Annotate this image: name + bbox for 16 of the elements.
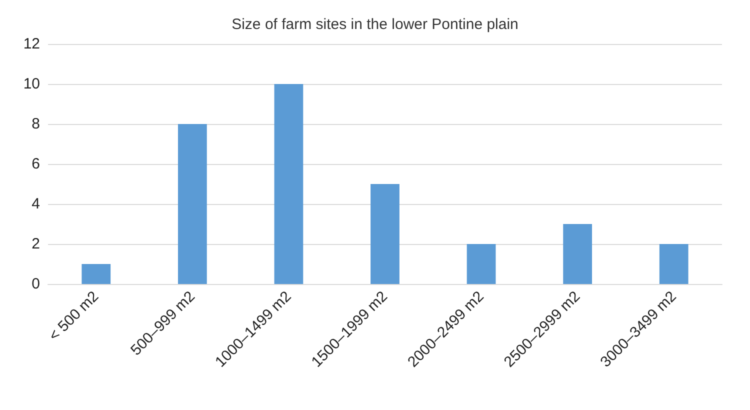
- bar: [466, 244, 496, 284]
- bar: [82, 264, 111, 284]
- y-tick-label: 10: [23, 76, 40, 92]
- y-tick-label: 6: [32, 156, 40, 172]
- y-tick-label: 8: [32, 116, 40, 132]
- bar: [659, 244, 688, 284]
- bar: [178, 124, 207, 284]
- y-tick-label: 12: [23, 36, 40, 52]
- y-tick-label: 0: [32, 276, 40, 292]
- bar: [274, 84, 304, 284]
- bar: [370, 184, 400, 284]
- y-tick-label: 2: [32, 236, 40, 252]
- bar: [563, 224, 592, 284]
- y-tick-label: 4: [32, 196, 40, 212]
- x-tick-label: < 500 m2: [46, 288, 102, 344]
- chart-title: Size of farm sites in the lower Pontine plain: [232, 16, 518, 33]
